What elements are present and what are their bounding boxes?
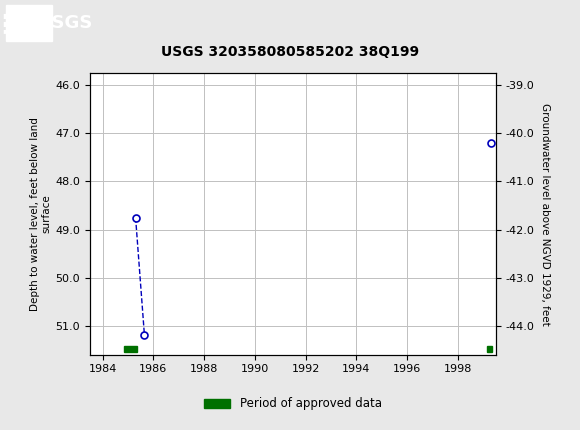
Y-axis label: Depth to water level, feet below land
surface: Depth to water level, feet below land su… [30, 117, 51, 311]
Text: USGS: USGS [38, 14, 93, 31]
Bar [487, 346, 492, 352]
Legend: Period of approved data: Period of approved data [200, 393, 386, 415]
Text: USGS 320358080585202 38Q199: USGS 320358080585202 38Q199 [161, 45, 419, 59]
FancyBboxPatch shape [6, 4, 52, 41]
Text: ▓: ▓ [3, 11, 20, 34]
Y-axis label: Groundwater level above NGVD 1929, feet: Groundwater level above NGVD 1929, feet [540, 102, 550, 326]
Bar [124, 346, 137, 352]
